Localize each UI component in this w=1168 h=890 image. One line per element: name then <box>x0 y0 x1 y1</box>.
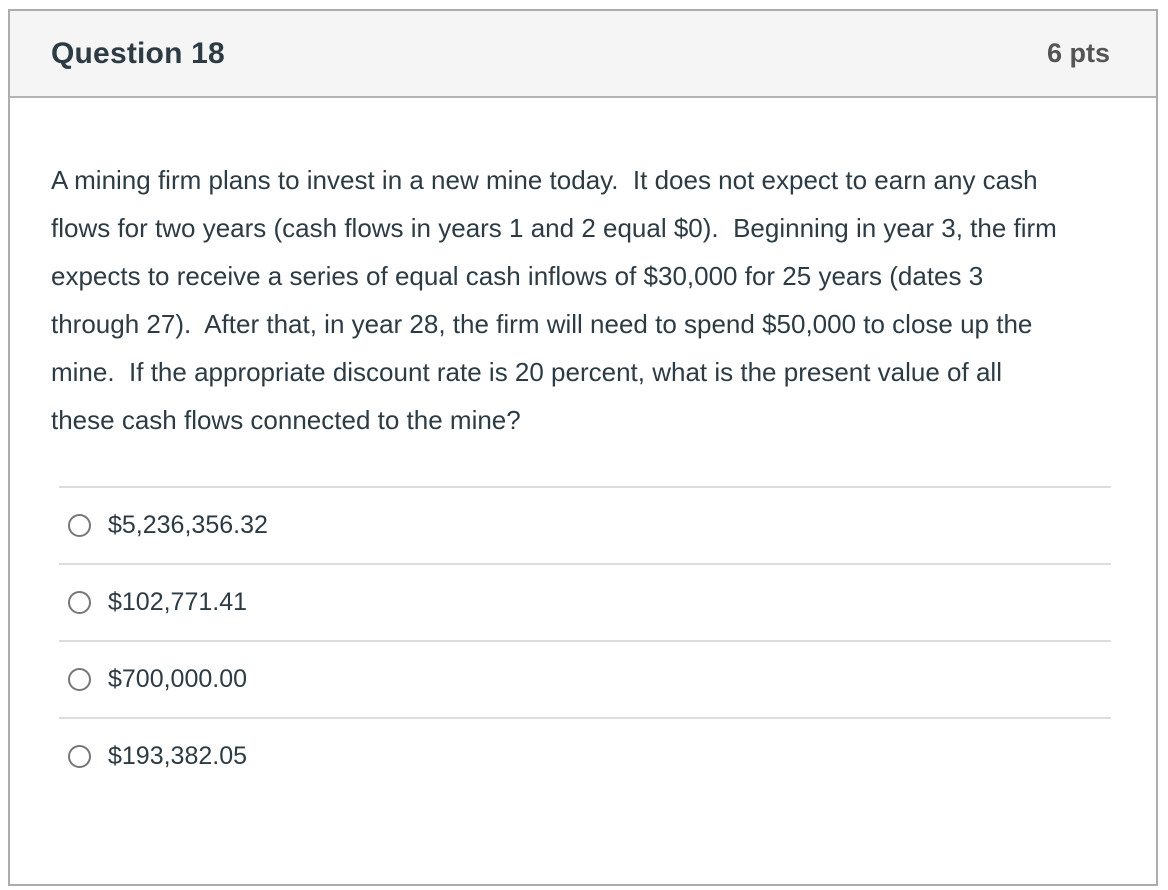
answer-options-list: $5,236,356.32 $102,771.41 $700,000.00 $1… <box>59 486 1111 794</box>
radio-button[interactable] <box>68 591 91 614</box>
answer-option-1[interactable]: $5,236,356.32 <box>59 486 1111 563</box>
answer-label: $700,000.00 <box>108 665 248 693</box>
answer-label: $193,382.05 <box>108 742 248 770</box>
question-body: A mining firm plans to invest in a new m… <box>10 98 1156 444</box>
question-text: A mining firm plans to invest in a new m… <box>51 165 1065 435</box>
answer-option-2[interactable]: $102,771.41 <box>59 563 1111 640</box>
radio-button[interactable] <box>68 745 91 768</box>
question-card: Question 18 6 pts A mining firm plans to… <box>8 9 1158 886</box>
question-header: Question 18 6 pts <box>10 11 1156 98</box>
question-points: 6 pts <box>1046 38 1110 68</box>
answer-label: $102,771.41 <box>108 588 248 616</box>
answer-option-4[interactable]: $193,382.05 <box>59 717 1111 794</box>
radio-button[interactable] <box>68 514 91 537</box>
answer-label: $5,236,356.32 <box>108 511 268 539</box>
radio-button[interactable] <box>68 668 91 691</box>
question-title: Question 18 <box>51 36 225 70</box>
answer-option-3[interactable]: $700,000.00 <box>59 640 1111 717</box>
